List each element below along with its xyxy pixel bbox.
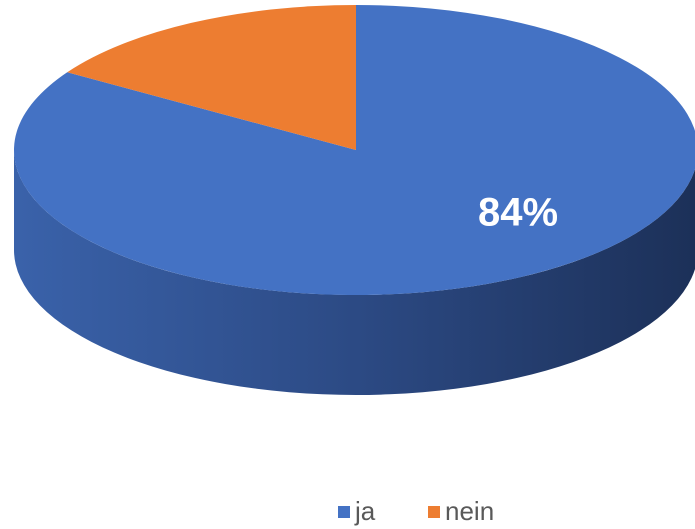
legend-label: ja: [354, 496, 376, 526]
legend-label: nein: [445, 496, 494, 526]
pie-slice: [14, 5, 695, 295]
data-label: 84%: [478, 191, 558, 235]
legend-swatch: [428, 506, 440, 518]
pie-side: [14, 150, 695, 395]
pie-slice: [67, 5, 356, 150]
legend-swatch: [338, 506, 350, 518]
